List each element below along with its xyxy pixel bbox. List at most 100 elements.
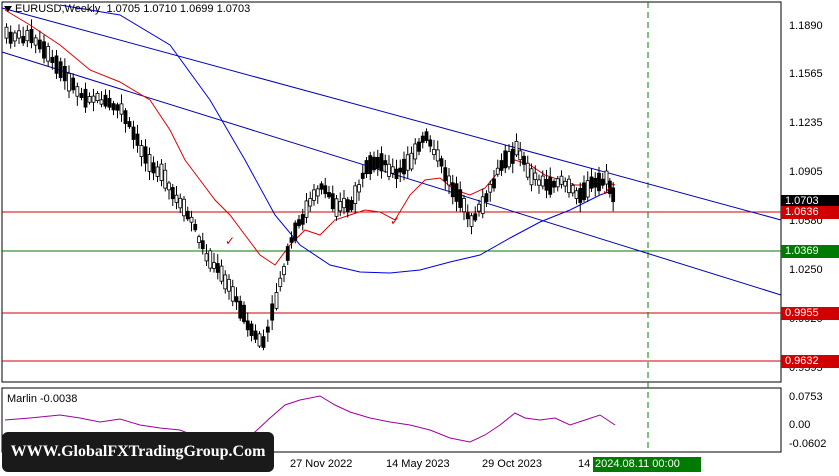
candle-body (204, 253, 209, 262)
candle-body (238, 300, 243, 319)
candle-body (432, 149, 436, 155)
candle-body (103, 94, 108, 107)
time-label: 14 (578, 458, 591, 470)
candle-body (570, 184, 575, 194)
candle-body (368, 155, 373, 175)
candle-body (265, 326, 270, 333)
candle-body (143, 146, 148, 164)
candle-body (518, 150, 523, 161)
candle-body (597, 172, 601, 192)
candle-body (507, 151, 511, 168)
candle-body (75, 86, 80, 97)
candle-body (200, 240, 205, 249)
candle-body (469, 215, 474, 227)
candle-body (111, 103, 116, 111)
candle-body (182, 198, 186, 217)
candle-body (289, 237, 294, 243)
svg-text:1.0905: 1.0905 (789, 166, 823, 178)
candle-body (405, 154, 410, 171)
candle-body (119, 103, 124, 115)
candle-body (574, 190, 579, 199)
candle-body (323, 185, 328, 195)
candle-body (257, 333, 262, 347)
candle-body (304, 200, 309, 218)
candle-body (522, 155, 526, 165)
candle-body (439, 158, 444, 167)
candle-body (300, 214, 305, 225)
svg-text:0.0753: 0.0753 (789, 391, 823, 403)
candle-body (242, 304, 246, 323)
candle-body (462, 198, 466, 213)
candle-body (230, 286, 235, 302)
candle-body (170, 187, 175, 200)
candle-body (514, 140, 519, 156)
buy-arrow-icon: ✓ (390, 214, 400, 228)
crosshair-date-label: 2024.08.11 00:00 (593, 457, 701, 472)
candle-body (147, 154, 152, 172)
candle-body (42, 41, 46, 59)
candle-body (334, 198, 339, 217)
candle-body (357, 184, 361, 193)
candle-body (458, 189, 463, 208)
candle-body (87, 96, 92, 103)
marlin-indicator-line (4, 395, 616, 443)
candle-body (193, 223, 198, 231)
candle-body (79, 93, 84, 98)
svg-text:1.1565: 1.1565 (789, 68, 823, 80)
candle-body (465, 212, 470, 220)
candle-body (349, 200, 354, 211)
candle-body (208, 250, 213, 269)
candle-body (364, 160, 369, 175)
candle-body (420, 135, 425, 143)
candle-body (25, 30, 30, 42)
candle-body (585, 180, 590, 198)
svg-text:1.0250: 1.0250 (789, 264, 823, 276)
candle-body (99, 99, 104, 105)
trendline-upper[interactable] (1, 7, 782, 221)
candle-body (552, 180, 556, 188)
candle-body (249, 323, 254, 336)
candle-body (54, 55, 59, 74)
current-price-label: 1.0703 (781, 195, 839, 208)
candle-body (131, 126, 136, 140)
candle-body (33, 37, 38, 46)
candle-body (155, 166, 160, 177)
candle-body (424, 131, 429, 141)
candle-body (589, 176, 594, 189)
candle-body (71, 77, 76, 91)
candle-body (473, 213, 478, 221)
svg-text:1.1890: 1.1890 (789, 20, 823, 32)
candle-body (398, 167, 403, 173)
candle-body (282, 266, 286, 276)
candle-body (189, 216, 194, 223)
dropdown-triangle-icon[interactable] (4, 6, 12, 13)
candle-body (270, 303, 275, 321)
candle-body (353, 185, 358, 204)
candle-body (223, 274, 228, 290)
candle-body (139, 145, 144, 157)
chart-header: EURUSD,Weekly 1.0705 1.0710 1.0699 1.070… (4, 3, 250, 15)
candle-body (174, 194, 179, 203)
level-label-0-9955: 0.9955 (781, 307, 839, 320)
candle-body (46, 46, 51, 62)
candle-body (107, 97, 112, 108)
candle-body (123, 110, 128, 125)
candle-body (417, 141, 421, 152)
candle-body (219, 265, 224, 282)
watermark-logo: WWW.GlobalFXTradingGroup.Com (2, 432, 274, 472)
candle-body (488, 183, 493, 193)
level-label-1-0369: 1.0369 (781, 245, 839, 258)
symbol-label: EURUSD,Weekly (15, 3, 101, 15)
candle-body (578, 187, 583, 203)
candle-body (435, 149, 440, 162)
candle-body (83, 88, 88, 108)
main-panel-border (1, 1, 782, 383)
candle-body (278, 277, 283, 287)
candle-body (372, 156, 376, 171)
indicator-panel-border (1, 387, 782, 453)
time-label: 14 May 2023 (386, 458, 450, 470)
buy-arrow-icon: ✓ (225, 234, 235, 248)
candle-body (253, 330, 258, 340)
candle-body (492, 178, 496, 189)
